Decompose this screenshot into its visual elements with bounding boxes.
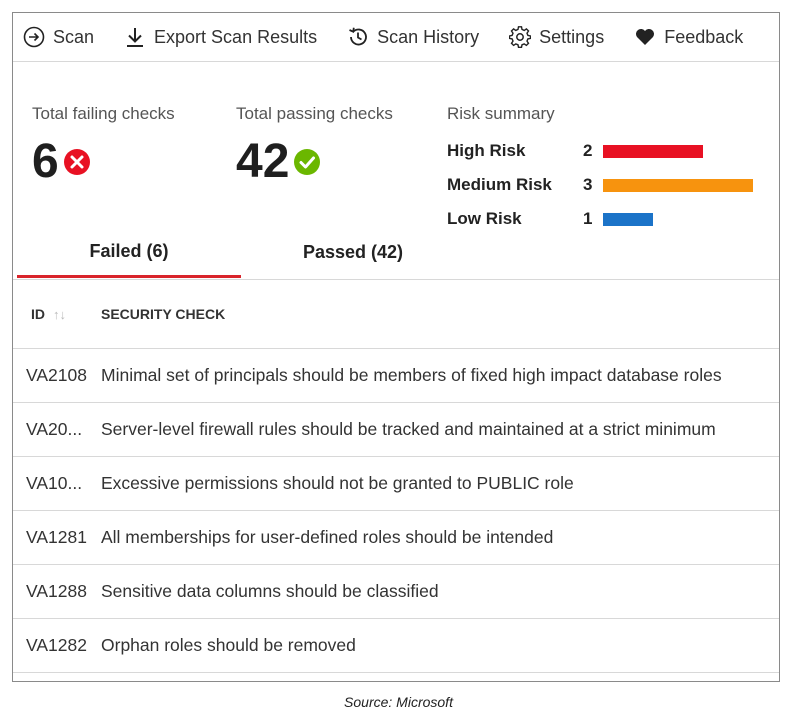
check-description: Minimal set of principals should be memb…	[101, 365, 722, 385]
table-row[interactable]: VA1288 Sensitive data columns should be …	[13, 565, 779, 619]
check-id: VA2108	[26, 365, 87, 385]
table-row[interactable]: VA2108 Minimal set of principals should …	[13, 349, 779, 403]
feedback-label: Feedback	[664, 26, 744, 47]
export-scan-results-button[interactable]: Export Scan Results	[124, 13, 331, 61]
results-table-body: VA2108 Minimal set of principals should …	[13, 349, 779, 673]
fail-x-icon	[63, 149, 90, 175]
column-header-id[interactable]: ID ↑↓	[13, 306, 89, 322]
check-description: All memberships for user-defined roles s…	[101, 527, 554, 547]
risk-summary: Risk summary High Risk 2 Medium Risk 3 L…	[447, 104, 753, 236]
risk-count: 3	[583, 175, 593, 194]
risk-count: 2	[583, 141, 593, 160]
check-id: VA1288	[26, 581, 87, 601]
download-icon	[127, 28, 144, 47]
risk-row-low: Low Risk 1	[447, 202, 753, 236]
passing-checks-label: Total passing checks	[236, 104, 393, 123]
settings-label: Settings	[539, 26, 605, 47]
gear-icon	[509, 26, 532, 48]
table-row[interactable]: VA10... Excessive permissions should not…	[13, 457, 779, 511]
settings-button[interactable]: Settings	[509, 13, 618, 61]
tab-passed[interactable]: Passed (42)	[302, 241, 404, 262]
sort-arrows-icon: ↑↓	[53, 306, 66, 322]
scan-arrow-icon	[23, 26, 45, 48]
risk-name: Medium Risk	[447, 175, 552, 194]
heart-icon	[636, 29, 655, 45]
check-description: Orphan roles should be removed	[101, 635, 356, 655]
risk-count: 1	[583, 209, 593, 228]
export-scan-results-label: Export Scan Results	[154, 26, 318, 47]
history-icon	[349, 27, 367, 46]
risk-name: High Risk	[447, 141, 526, 160]
passing-checks-stat: Total passing checks 42	[236, 104, 393, 186]
check-id: VA20...	[26, 419, 83, 439]
check-id: VA1281	[26, 527, 87, 547]
table-header: ID ↑↓ SECURITY CHECK	[13, 280, 779, 349]
risk-bar-medium	[603, 178, 753, 192]
tab-failed[interactable]: Failed (6)	[17, 227, 241, 278]
scan-summary: Total failing checks 6 Total passing che…	[13, 62, 779, 228]
vulnerability-assessment-panel: Scan Export Scan Results Scan History Se…	[12, 12, 780, 682]
check-description: Sensitive data columns should be classif…	[101, 581, 439, 601]
passing-checks-count: 42	[236, 135, 290, 188]
table-row[interactable]: VA1281 All memberships for user-defined …	[13, 511, 779, 565]
risk-row-high: High Risk 2	[447, 134, 753, 168]
risk-name: Low Risk	[447, 209, 522, 228]
column-id-label: ID	[31, 306, 45, 322]
table-row[interactable]: VA20... Server-level firewall rules shou…	[13, 403, 779, 457]
pass-check-icon	[294, 149, 321, 175]
scan-button[interactable]: Scan	[23, 13, 108, 61]
column-header-security-check: SECURITY CHECK	[101, 306, 226, 322]
results-tabs: Failed (6) Passed (42)	[13, 227, 779, 280]
toolbar: Scan Export Scan Results Scan History Se…	[13, 13, 779, 62]
failing-checks-label: Total failing checks	[32, 104, 175, 123]
risk-bar-low	[603, 212, 653, 226]
table-row[interactable]: VA1282 Orphan roles should be removed	[13, 619, 779, 673]
feedback-button[interactable]: Feedback	[634, 13, 757, 61]
scan-label: Scan	[53, 26, 95, 47]
risk-row-medium: Medium Risk 3	[447, 168, 753, 202]
check-id: VA10...	[26, 473, 83, 493]
risk-bar-high	[603, 144, 703, 158]
check-description: Excessive permissions should not be gran…	[101, 473, 574, 493]
scan-history-label: Scan History	[377, 26, 480, 47]
risk-summary-title: Risk summary	[447, 104, 555, 123]
failing-checks-stat: Total failing checks 6	[32, 104, 175, 186]
check-id: VA1282	[26, 635, 87, 655]
check-description: Server-level firewall rules should be tr…	[101, 419, 716, 439]
scan-history-button[interactable]: Scan History	[347, 13, 493, 61]
source-caption: Source: Microsoft	[344, 694, 453, 710]
failing-checks-count: 6	[32, 135, 59, 188]
